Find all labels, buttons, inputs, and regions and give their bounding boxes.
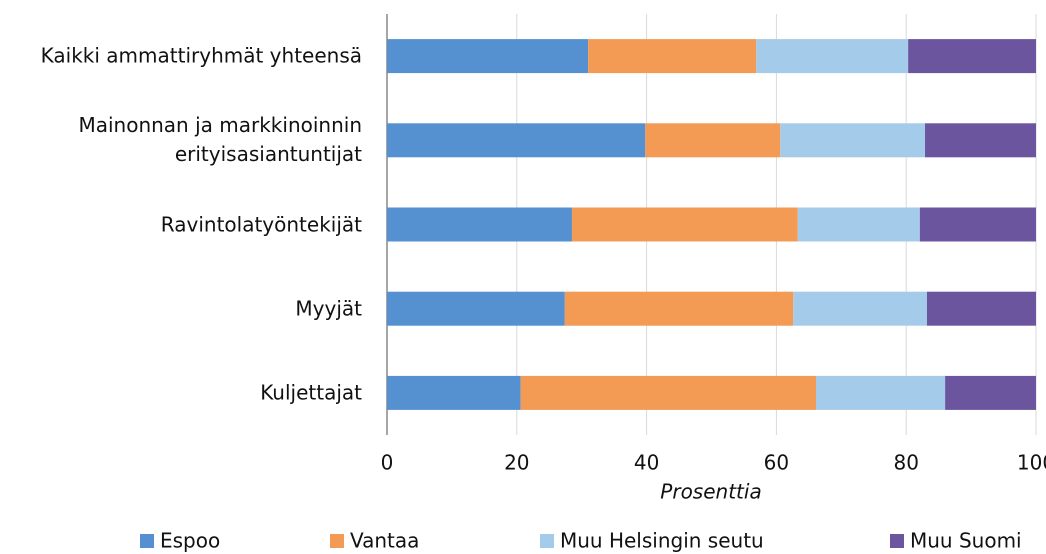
bar-segment [520,375,816,410]
bar-segment [926,291,1036,326]
legend-label: Muu Helsingin seutu [560,529,764,553]
x-tick-label: 0 [381,451,394,475]
bar-segment [815,375,946,410]
bar-segment [797,207,920,242]
legend-swatch [540,534,554,548]
bar-segment [387,291,565,326]
bar-segment [756,39,909,74]
legend-swatch [140,534,154,548]
bar-segment [387,39,589,74]
bar-segment [571,207,798,242]
x-tick-label: 60 [764,451,789,475]
y-tick-label: Mainonnan ja markkinoinnin erityisasiant… [78,113,362,167]
legend-label: Muu Suomi [910,529,1022,553]
bar-segment [564,291,794,326]
bar-segment [387,207,572,242]
bar-segment [925,123,1036,158]
x-axis-title: Prosenttia [660,480,761,504]
bar-segment [793,291,927,326]
x-tick-label: 100 [1017,451,1046,475]
bar-segment [908,39,1036,74]
x-tick-label: 40 [634,451,659,475]
y-tick-label: Kuljettajat [260,380,362,405]
x-tick-label: 80 [893,451,918,475]
bar-segment [387,375,521,410]
bar-segment [780,123,926,158]
bar-segment [588,39,757,74]
y-tick-label: Myyjät [295,296,362,321]
bar-segment [919,207,1036,242]
x-tick-label: 20 [504,451,529,475]
y-tick-label: Ravintolatyöntekijät [160,212,362,236]
legend-label: Espoo [160,529,220,553]
bar-segment [387,123,646,158]
bar-segment [945,375,1036,410]
bar-segment [645,123,781,158]
legend-label: Vantaa [350,529,419,553]
legend-swatch [890,534,904,548]
legend-swatch [330,534,344,548]
y-tick-label: Kaikki ammattiryhmät yhteensä [40,43,362,68]
